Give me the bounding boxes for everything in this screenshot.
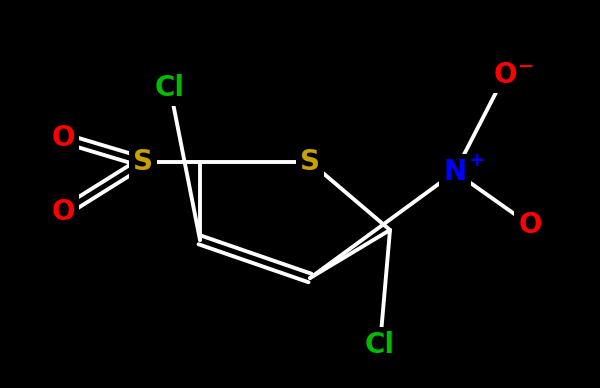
Text: O: O — [518, 211, 542, 239]
Text: O: O — [51, 124, 75, 152]
Text: O: O — [51, 198, 75, 226]
Text: +: + — [469, 151, 485, 170]
Text: S: S — [300, 148, 320, 176]
Text: S: S — [133, 148, 153, 176]
Text: N: N — [443, 158, 467, 186]
Text: −: − — [518, 57, 535, 76]
Text: O: O — [493, 61, 517, 89]
Text: Cl: Cl — [155, 74, 185, 102]
Text: Cl: Cl — [365, 331, 395, 359]
